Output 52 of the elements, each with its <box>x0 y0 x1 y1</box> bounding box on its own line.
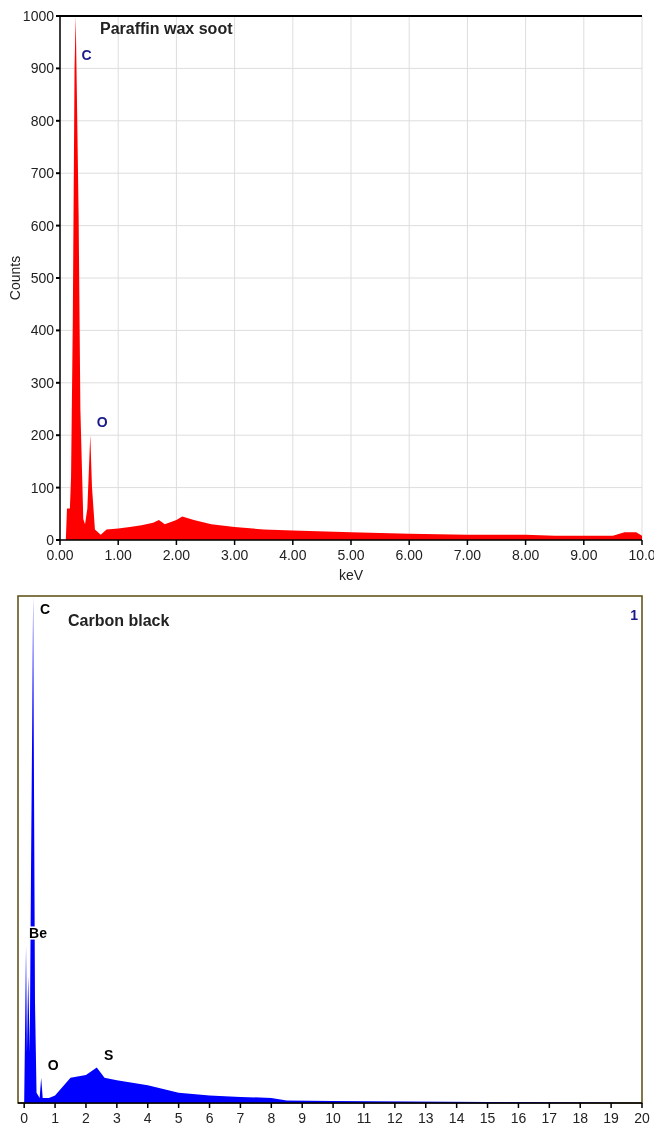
y-tick-label: 700 <box>30 165 55 182</box>
x-tick-label: 9.00 <box>570 547 598 563</box>
x-tick-label: 18 <box>572 1110 589 1126</box>
annotation: C <box>81 47 92 64</box>
y-tick-label: 100 <box>30 479 55 496</box>
x-tick-label: 0.00 <box>46 547 74 563</box>
x-tick-label: 4 <box>143 1110 152 1126</box>
y-tick-label: 200 <box>30 427 55 444</box>
y-axis-title: Counts <box>7 255 23 301</box>
y-tick-label: 600 <box>30 217 55 234</box>
x-tick-label: 3 <box>112 1110 121 1126</box>
annotation: S <box>104 1046 114 1063</box>
x-tick-label: 13 <box>417 1110 434 1126</box>
y-tick-label: 900 <box>30 60 55 77</box>
x-tick-label: 1.00 <box>104 547 133 563</box>
x-tick-label: 4.00 <box>279 547 307 563</box>
x-tick-label: 7 <box>236 1110 245 1126</box>
annotation: 1 <box>630 607 639 623</box>
annotation: O <box>96 414 108 431</box>
x-tick-label: 3.00 <box>220 547 249 563</box>
x-tick-label: 2.00 <box>162 547 191 563</box>
x-tick-label: 8 <box>267 1110 276 1126</box>
chart-title: Paraffin wax soot <box>100 20 234 37</box>
x-tick-label: 15 <box>479 1110 496 1126</box>
x-tick-label: 2 <box>82 1110 91 1126</box>
x-tick-label: 5 <box>174 1110 183 1126</box>
x-axis-title: keV <box>338 567 364 583</box>
x-tick-label: 8.00 <box>511 547 540 563</box>
x-tick-label: 19 <box>603 1110 620 1126</box>
x-tick-label: 1 <box>51 1110 60 1126</box>
text: Carbon black <box>68 612 170 629</box>
annotation: C <box>40 601 51 617</box>
x-tick-label: 5.00 <box>337 547 365 563</box>
y-tick-label: 300 <box>30 374 55 391</box>
y-tick-label: 500 <box>30 269 55 286</box>
x-tick-label: 0 <box>20 1110 29 1126</box>
x-tick-label: 20 <box>634 1110 650 1126</box>
x-tick-label: 6 <box>205 1110 214 1126</box>
y-tick-label: 800 <box>30 112 55 129</box>
x-tick-label: 7.00 <box>453 547 482 563</box>
x-tick-label: 6.00 <box>395 547 424 563</box>
y-tick-label: 400 <box>30 322 55 339</box>
x-tick-label: 17 <box>541 1110 558 1126</box>
y-tick-label: 1000 <box>22 7 55 24</box>
x-tick-label: 16 <box>510 1110 527 1126</box>
x-tick-label: 12 <box>387 1110 403 1126</box>
x-tick-label: 10 <box>325 1110 342 1126</box>
y-tick-label: 0 <box>46 531 55 548</box>
annotation: O <box>47 1056 59 1073</box>
x-tick-label: 11 <box>356 1110 372 1126</box>
x-tick-label: 9 <box>298 1110 307 1126</box>
x-tick-label: 14 <box>448 1110 465 1126</box>
